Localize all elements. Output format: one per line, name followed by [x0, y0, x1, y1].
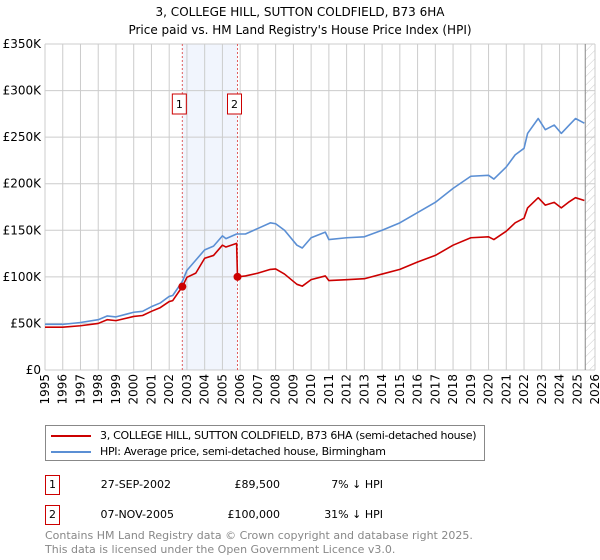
x-tick-label: 2002 [162, 374, 176, 405]
transaction-price: £100,000 [227, 508, 281, 521]
sale-point [178, 282, 187, 291]
x-tick-label: 2017 [428, 374, 442, 405]
x-tick-label: 2025 [570, 374, 584, 405]
sale-marker-label: 1 [176, 98, 183, 111]
x-tick-label: 1998 [91, 374, 105, 405]
x-tick-label: 2012 [340, 374, 354, 405]
sale-marker-box [171, 93, 187, 115]
x-tick-label: 2000 [127, 374, 141, 405]
y-tick-label: £300K [3, 84, 43, 98]
x-tick-label: 2022 [517, 374, 531, 405]
x-tick-label: 2016 [411, 374, 425, 405]
legend-swatch-hpi [51, 451, 91, 453]
hpi-line [45, 117, 585, 326]
y-tick-label: £350K [3, 37, 43, 51]
x-tick-label: 1997 [73, 374, 87, 405]
x-tick-label: 2005 [215, 374, 229, 405]
legend: 3, COLLEGE HILL, SUTTON COLDFIELD, B73 6… [45, 425, 485, 461]
x-tick-label: 1995 [38, 374, 52, 405]
x-tick-label: 2018 [446, 374, 460, 405]
x-tick-label: 2003 [180, 374, 194, 405]
y-tick-label: £50K [10, 316, 42, 330]
y-tick-label: £200K [3, 177, 43, 191]
price-chart: 3, COLLEGE HILL, SUTTON COLDFIELD, B73 6… [3, 5, 600, 405]
x-tick-label: 2021 [499, 374, 513, 405]
legend-item-hpi: HPI: Average price, semi-detached house,… [100, 445, 386, 458]
x-tick-label: 2020 [482, 374, 496, 405]
x-tick-label: 2004 [198, 374, 212, 405]
x-tick-label: 1996 [56, 374, 70, 405]
x-tick-label: 2006 [233, 374, 247, 405]
property-price-line [45, 196, 585, 328]
y-tick-label: £100K [3, 270, 43, 284]
x-tick-label: 2015 [393, 374, 407, 405]
transaction-row: 2 07-NOV-2005 £100,000 31% ↓ HPI [45, 505, 545, 525]
x-tick-label: 2008 [269, 374, 283, 405]
x-tick-label: 2007 [251, 374, 265, 405]
legend-item-property: 3, COLLEGE HILL, SUTTON COLDFIELD, B73 6… [100, 429, 477, 442]
x-tick-label: 2009 [286, 374, 300, 405]
x-tick-label: 2024 [553, 374, 567, 405]
x-tick-label: 2011 [322, 374, 336, 405]
x-tick-label: 2019 [464, 374, 478, 405]
y-tick-label: £250K [3, 130, 43, 144]
transaction-price: £89,500 [234, 478, 281, 491]
transaction-row: 1 27-SEP-2002 £89,500 7% ↓ HPI [45, 475, 545, 495]
transaction-hpi: 31% ↓ HPI [324, 508, 383, 521]
x-tick-label: 2023 [535, 374, 549, 405]
x-tick-label: 2014 [375, 374, 389, 405]
sale-point [233, 272, 242, 281]
sale-marker-box [227, 93, 242, 115]
x-tick-label: 2026 [588, 374, 600, 405]
transaction-number: 2 [45, 505, 60, 525]
transaction-date: 27-SEP-2002 [100, 478, 171, 491]
x-tick-label: 2001 [144, 374, 158, 405]
legend-swatch-property [51, 435, 91, 437]
footer-licence: This data is licensed under the Open Gov… [45, 543, 396, 556]
x-tick-label: 2010 [304, 374, 318, 405]
sale-marker-label: 2 [231, 98, 238, 111]
forecast-hatch [585, 44, 595, 370]
chart-title: 3, COLLEGE HILL, SUTTON COLDFIELD, B73 6… [156, 5, 446, 19]
ownership-period-shade [182, 44, 238, 370]
transaction-hpi: 7% ↓ HPI [331, 478, 383, 491]
transaction-number: 1 [45, 475, 60, 495]
chart-subtitle: Price paid vs. HM Land Registry's House … [128, 23, 471, 37]
footer-copyright: Contains HM Land Registry data © Crown c… [45, 529, 473, 542]
x-tick-label: 2013 [357, 374, 371, 405]
y-tick-label: £0 [26, 363, 41, 377]
y-tick-label: £150K [3, 223, 43, 237]
x-tick-label: 1999 [109, 374, 123, 405]
transaction-date: 07-NOV-2005 [100, 508, 174, 521]
